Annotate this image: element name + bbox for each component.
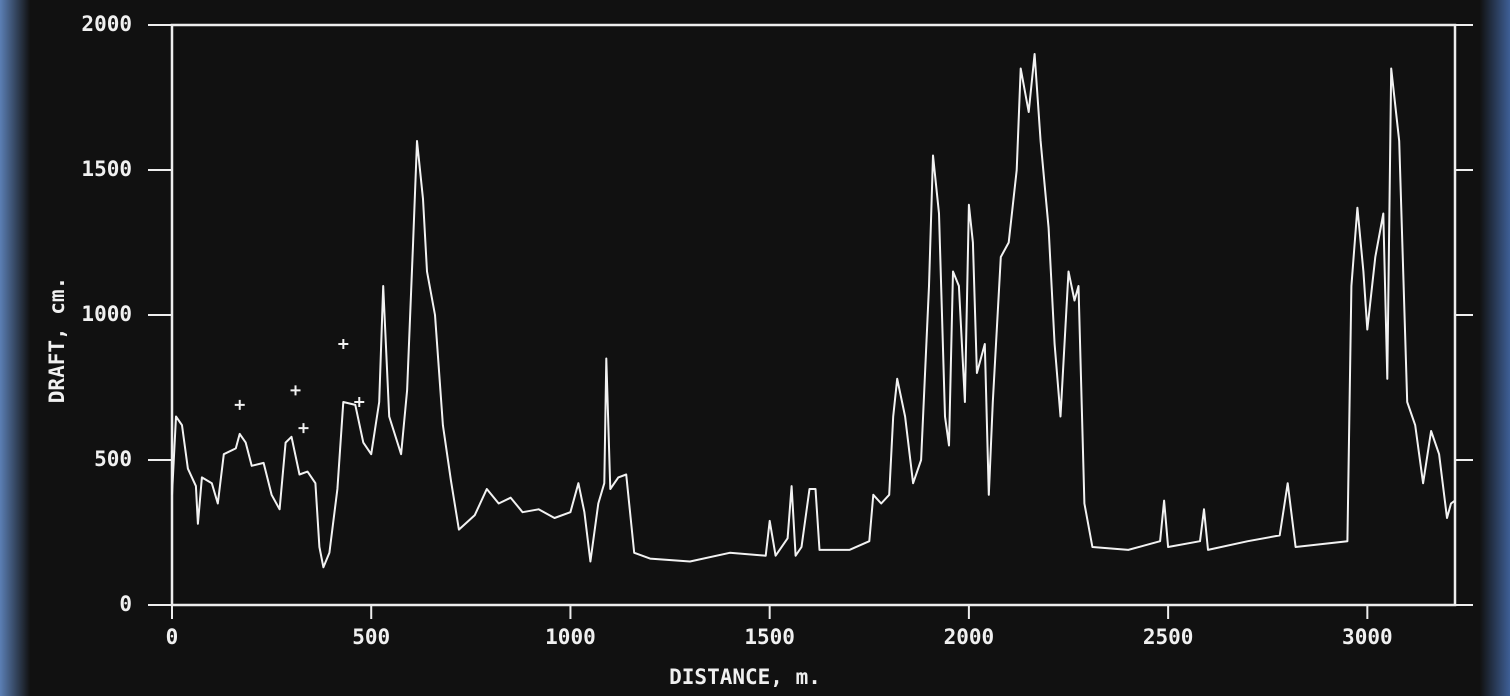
x-tick-label: 0 — [166, 625, 179, 649]
plus-marker — [354, 397, 365, 407]
x-tick-label: 2500 — [1143, 625, 1194, 649]
y-tick-label: 1000 — [81, 302, 132, 326]
plus-marker — [290, 385, 301, 396]
draft-line — [171, 53, 1456, 569]
y-tick-label: 0 — [119, 592, 132, 616]
y-tick-label: 2000 — [81, 12, 132, 36]
x-axis-title: DISTANCE, m. — [669, 665, 821, 689]
y-axis-title: DRAFT, cm. — [45, 277, 69, 403]
plus-marker — [338, 339, 349, 349]
x-tick-label: 1500 — [744, 625, 795, 649]
x-tick-label: 2000 — [944, 625, 995, 649]
x-tick-label: 500 — [352, 625, 390, 649]
x-tick-label: 1000 — [545, 625, 596, 649]
plus-marker — [234, 399, 245, 410]
x-tick-label: 3000 — [1342, 625, 1393, 649]
plus-marker — [298, 423, 309, 434]
y-tick-label: 1500 — [81, 157, 132, 181]
y-tick-label: 500 — [94, 447, 132, 471]
